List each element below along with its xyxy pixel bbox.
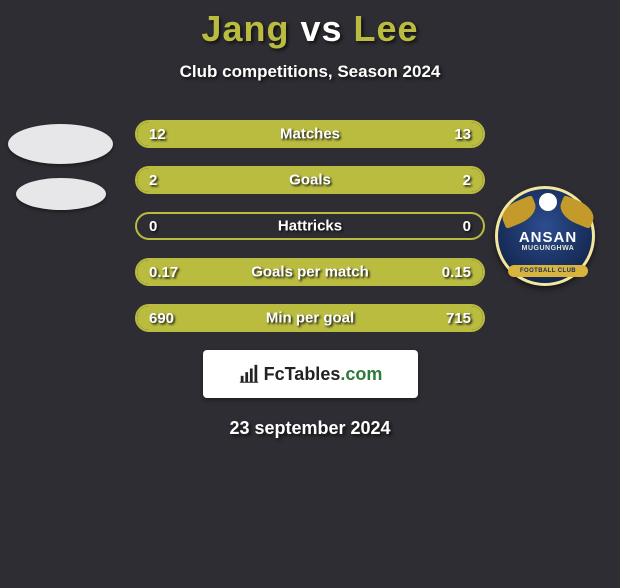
- stat-row: 12 Matches 13: [135, 120, 485, 148]
- stat-fill-right: [310, 168, 483, 192]
- subtitle: Club competitions, Season 2024: [0, 62, 620, 82]
- stat-label: Min per goal: [266, 310, 354, 327]
- stat-value-left: 690: [149, 310, 174, 327]
- brand-text: FcTables.com: [264, 364, 383, 385]
- page-title: Jang vs Lee: [0, 8, 620, 50]
- stat-row: 690 Min per goal 715: [135, 304, 485, 332]
- date-label: 23 september 2024: [0, 418, 620, 439]
- brand-box[interactable]: FcTables.com: [203, 350, 418, 398]
- badge-name: ANSAN: [507, 229, 589, 246]
- stat-row: 0 Hattricks 0: [135, 212, 485, 240]
- stat-value-right: 0: [463, 218, 471, 235]
- stat-value-left: 0: [149, 218, 157, 235]
- badge-sub: MUGUNGHWA: [507, 245, 589, 252]
- brand-label: FcTables: [264, 364, 341, 384]
- badge-ring: ANSAN MUGUNGHWA: [507, 223, 589, 265]
- player2-avatar: ANSAN MUGUNGHWA FOOTBALL CLUB: [495, 124, 600, 229]
- bar-chart-icon: [238, 363, 260, 385]
- stat-value-right: 13: [454, 126, 471, 143]
- stat-value-right: 0.15: [442, 264, 471, 281]
- stat-value-left: 0.17: [149, 264, 178, 281]
- stat-label: Hattricks: [278, 218, 342, 235]
- team-badge: ANSAN MUGUNGHWA FOOTBALL CLUB: [495, 186, 595, 286]
- brand-suffix: .com: [340, 364, 382, 384]
- title-vs: vs: [300, 8, 342, 49]
- stat-value-left: 2: [149, 172, 157, 189]
- stat-value-right: 715: [446, 310, 471, 327]
- badge-ball-icon: [539, 193, 557, 211]
- badge-banner-text: FOOTBALL CLUB: [508, 265, 588, 277]
- player1-avatar: [8, 124, 113, 229]
- title-player1: Jang: [201, 8, 289, 49]
- stat-row: 2 Goals 2: [135, 166, 485, 194]
- badge-banner: FOOTBALL CLUB: [508, 265, 588, 277]
- stat-label: Goals per match: [251, 264, 369, 281]
- stat-value-right: 2: [463, 172, 471, 189]
- player1-avatar-placeholder: [8, 124, 113, 164]
- title-player2: Lee: [354, 8, 419, 49]
- stat-fill-left: [137, 168, 310, 192]
- stat-value-left: 12: [149, 126, 166, 143]
- stat-label: Goals: [289, 172, 331, 189]
- player1-avatar-placeholder2: [16, 178, 106, 210]
- stat-row: 0.17 Goals per match 0.15: [135, 258, 485, 286]
- stat-label: Matches: [280, 126, 340, 143]
